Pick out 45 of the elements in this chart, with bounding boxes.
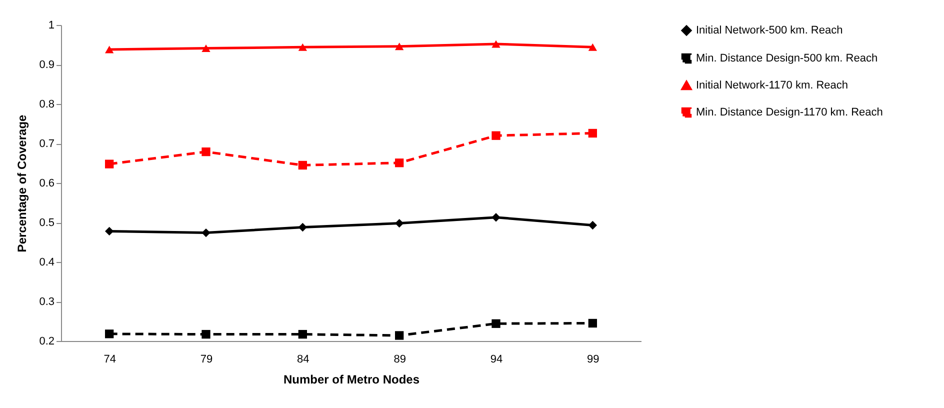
x-tick-label: 89	[394, 354, 406, 366]
point	[492, 319, 500, 328]
y-tick-label: 1	[48, 20, 54, 32]
legend-label: Min. Distance Design-1170 km. Reach	[696, 106, 883, 118]
point	[298, 330, 307, 339]
point	[588, 220, 597, 230]
legend-label: Initial Network-500 km. Reach	[696, 24, 843, 36]
x-tick-label: 94	[490, 354, 503, 366]
x-tick-label: 74	[104, 354, 116, 366]
legend-label: Min. Distance Design-500 km. Reach	[696, 52, 878, 64]
point	[298, 43, 307, 51]
point	[395, 218, 404, 228]
point	[105, 330, 114, 338]
point	[395, 158, 404, 168]
y-tick-label: 0.4	[39, 256, 54, 268]
y-tick-label: 0.7	[39, 138, 54, 150]
point	[588, 43, 597, 51]
point	[105, 160, 114, 168]
y-tick-label: 0.3	[39, 296, 54, 308]
point	[202, 228, 210, 238]
y-tick-label: 0.6	[39, 178, 54, 190]
point	[298, 160, 307, 170]
point	[492, 40, 500, 48]
point	[105, 46, 114, 54]
x-tick-label: 99	[587, 354, 600, 366]
point	[492, 131, 500, 140]
point	[492, 213, 500, 222]
point	[588, 318, 597, 328]
x-tick-label: 84	[297, 354, 310, 366]
y-tick-label: 0.9	[39, 59, 54, 71]
y-axis-title: Percentage of Coverage	[15, 114, 30, 252]
point	[588, 128, 597, 138]
point	[298, 222, 307, 232]
y-tick-label: 0.8	[39, 98, 54, 110]
point	[395, 331, 404, 340]
legend-label: Initial Network-1170 km. Reach	[696, 80, 848, 92]
y-tick-label: 0.5	[39, 217, 54, 229]
point	[202, 330, 210, 339]
point	[202, 44, 210, 52]
point	[105, 226, 114, 236]
point	[202, 147, 210, 156]
x-tick-label: 79	[200, 354, 213, 366]
y-tick-label: 0.2	[39, 336, 54, 348]
x-axis-title: Number of Metro Nodes	[283, 372, 420, 386]
point	[395, 42, 404, 50]
